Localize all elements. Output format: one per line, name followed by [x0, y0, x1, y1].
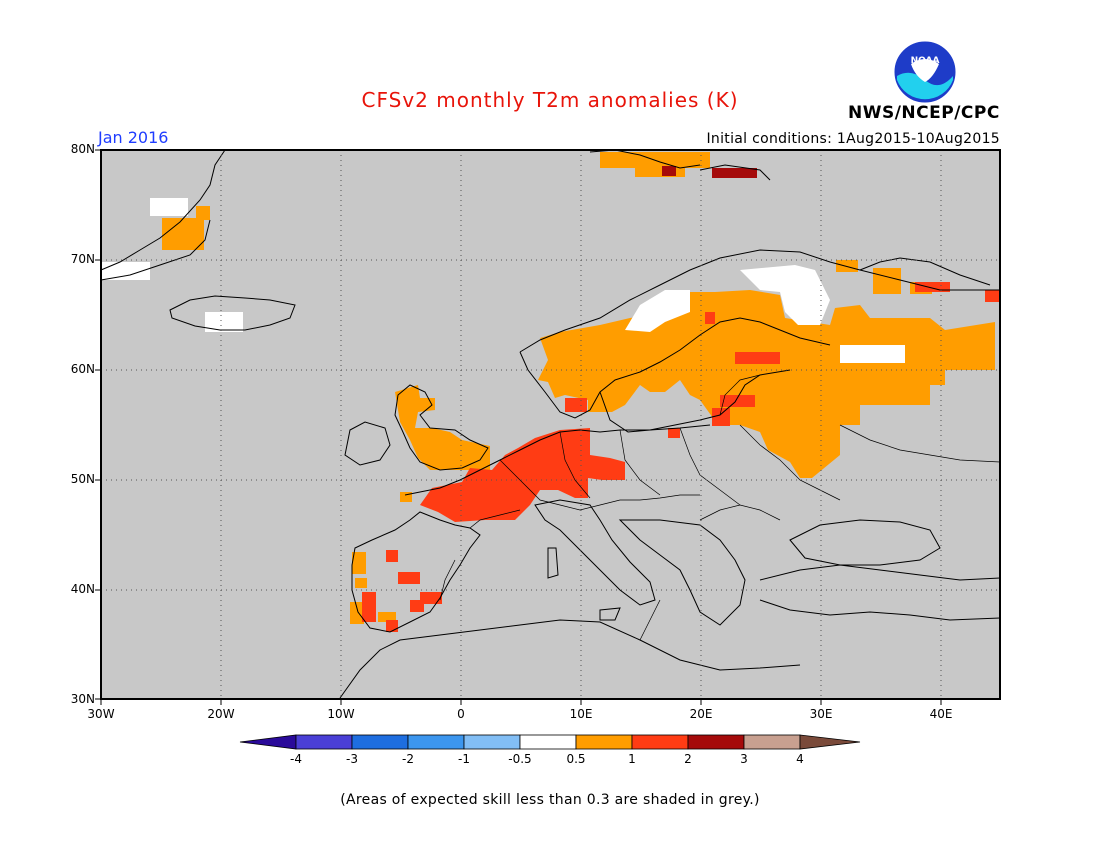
colorbar-swatch-4-3	[295, 734, 353, 750]
colorbar-label: 4	[796, 752, 804, 766]
anomaly-shading-red	[362, 282, 1000, 632]
noaa-logo-text: NOAA	[911, 56, 940, 66]
lon-label-30e: 30E	[809, 707, 833, 721]
lon-label-30w: 30W	[87, 707, 115, 721]
lon-label-10e: 10E	[569, 707, 593, 721]
anomaly-shading-white	[102, 198, 905, 363]
colorbar-swatch-2-1	[407, 734, 465, 750]
colorbar-label: -4	[290, 752, 302, 766]
colorbar-label: 1	[628, 752, 636, 766]
country-borders	[439, 374, 1001, 641]
colorbar-label: -2	[402, 752, 414, 766]
colorbar-swatch-1-2	[631, 734, 689, 750]
colorbar-label: 0.5	[566, 752, 586, 766]
colorbar-swatch-1-05	[463, 734, 521, 750]
lat-label-70n: 70N	[70, 252, 95, 266]
map-frame	[100, 149, 1001, 700]
anomaly-shading-darkred	[662, 166, 757, 178]
colorbar-label: 3	[740, 752, 748, 766]
lat-label-30n: 30N	[70, 692, 95, 706]
lon-label-40e: 40E	[929, 707, 953, 721]
colorbar-swatch-05-05	[519, 734, 577, 750]
colorbar-swatch-2-3	[687, 734, 745, 750]
colorbar-swatch-3-2	[351, 734, 409, 750]
lat-label-80n: 80N	[70, 142, 95, 156]
map-title: CFSv2 monthly T2m anomalies (K)	[361, 88, 739, 112]
lon-label-20w: 20W	[207, 707, 235, 721]
noaa-logo: NOAA	[893, 40, 957, 104]
colorbar-swatch-gt-4	[799, 734, 861, 750]
colorbar-label: -1	[458, 752, 470, 766]
lon-label-10w: 10W	[327, 707, 355, 721]
colorbar-label: 2	[684, 752, 692, 766]
lon-label-20e: 20E	[689, 707, 713, 721]
lat-label-40n: 40N	[70, 582, 95, 596]
lat-label-60n: 60N	[70, 362, 95, 376]
skill-footnote: (Areas of expected skill less than 0.3 a…	[340, 792, 760, 808]
lon-label-0: 0	[457, 707, 465, 721]
colorbar-label: -0.5	[508, 752, 532, 766]
colorbar	[239, 734, 861, 750]
colorbar-swatch-lt-4	[239, 734, 297, 750]
organization-label: NWS/NCEP/CPC	[848, 103, 1000, 123]
colorbar-swatch-05-1	[575, 734, 633, 750]
initial-conditions: Initial conditions: 1Aug2015-10Aug2015	[706, 131, 1000, 147]
colorbar-label: -3	[346, 752, 358, 766]
forecast-period: Jan 2016	[98, 128, 169, 147]
lat-label-50n: 50N	[70, 472, 95, 486]
coastlines	[100, 149, 1001, 699]
colorbar-swatch-3-4	[743, 734, 801, 750]
